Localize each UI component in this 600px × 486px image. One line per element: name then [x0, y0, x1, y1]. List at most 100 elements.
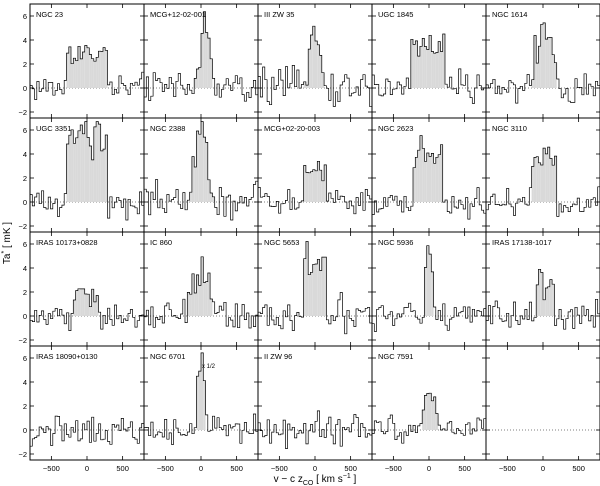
spectrum-step-line: [144, 256, 258, 329]
spectrum-step-line: [258, 241, 372, 335]
line-fill-bar: [87, 47, 90, 88]
y-axis-label: Ta* [ mK ]: [1, 222, 13, 264]
panel-title: II ZW 96: [264, 352, 292, 361]
line-fill-bar: [552, 165, 555, 202]
spectrum-panel: NGC 6701 x 1/2 −500 0 500: [143, 345, 259, 473]
line-fill-bar: [538, 46, 541, 88]
line-fill-bar: [84, 121, 87, 202]
line-fill-bar: [538, 162, 541, 202]
line-fill-bar: [536, 284, 539, 316]
x-axis-label: v − c zCO [ km s−1 ]: [274, 473, 357, 486]
line-fill-bar: [435, 413, 439, 430]
panel-frame: [29, 345, 145, 461]
spectrum-panel: NGC 5936: [371, 231, 487, 347]
y-tick-label: 6: [23, 126, 27, 135]
panel-title: III ZW 35: [264, 10, 294, 19]
panel-title: MCG+12-02-001: [150, 10, 206, 19]
spectrum-panel: IRAS 10173+0828 −2 0 2 4 6: [18, 231, 145, 347]
line-fill-bar: [422, 148, 425, 202]
x-tick-label: 500: [572, 464, 585, 473]
line-fill-bar: [205, 281, 208, 316]
line-fill-bar: [84, 293, 87, 316]
line-fill-bar: [531, 79, 534, 88]
line-fill-bar: [187, 292, 190, 316]
spectrum-panel: NGC 2388: [143, 117, 259, 233]
line-fill-bar: [410, 39, 414, 88]
line-fill-bar: [438, 154, 441, 202]
line-fill-bar: [419, 135, 423, 202]
line-fill-bar: [552, 54, 555, 88]
line-fill-bar: [91, 58, 94, 88]
line-fill-bar: [426, 393, 429, 430]
panel-frame: [29, 231, 145, 347]
panel-frame: [257, 345, 373, 461]
panel-title: MCG+02-20-003: [264, 124, 320, 133]
line-fill-bar: [545, 153, 548, 202]
panel-title: NGC 6701: [150, 352, 185, 361]
line-fill-bar: [549, 37, 553, 88]
spectrum-step-line: [30, 121, 144, 221]
line-fill-bar: [319, 170, 322, 202]
panel-title: NGC 5936: [378, 238, 413, 247]
line-fill-bar: [194, 167, 197, 202]
line-fill-bar: [205, 142, 208, 202]
line-fill-bar: [87, 294, 90, 316]
spectrum-panel: III ZW 35: [257, 3, 373, 119]
line-fill-bar: [198, 371, 201, 430]
x-tick-label: 0: [85, 464, 89, 473]
line-fill-bar: [91, 289, 94, 316]
line-fill-bar: [203, 137, 206, 202]
spectrum-panel: NGC 5653: [257, 231, 373, 347]
line-fill-bar: [96, 295, 99, 316]
line-fill-bar: [71, 63, 74, 88]
line-fill-bar: [203, 380, 206, 430]
y-tick-label: 0: [23, 84, 27, 93]
spectrum-step-line: [144, 352, 258, 445]
x-tick-label: 500: [230, 464, 243, 473]
line-fill-bar: [317, 259, 320, 316]
line-fill-bar: [435, 157, 439, 202]
line-fill-bar: [545, 288, 548, 316]
panel-title: NGC 1614: [492, 10, 527, 19]
line-fill-bar: [315, 41, 318, 88]
line-fill-bar: [201, 256, 204, 316]
line-fill-bar: [319, 270, 322, 316]
scale-note: x 1/2: [202, 364, 216, 370]
line-fill-bar: [73, 143, 76, 202]
line-fill-bar: [91, 159, 94, 202]
y-tick-label: 0: [23, 426, 27, 435]
line-fill-bar: [543, 22, 546, 88]
line-fill-bar: [536, 156, 539, 202]
panel-title: NGC 2388: [150, 124, 185, 133]
line-fill-bar: [303, 258, 306, 316]
line-fill-bar: [68, 135, 72, 202]
line-fill-bar: [324, 257, 327, 316]
line-fill-bar: [429, 254, 432, 316]
line-fill-bar: [422, 38, 425, 88]
line-fill-bar: [196, 131, 199, 202]
line-fill-bar: [305, 85, 309, 88]
spectrum-panel: IC 860: [143, 231, 259, 347]
line-fill-bar: [549, 158, 553, 202]
line-fill-bar: [424, 46, 427, 88]
spectrum-step-line: [30, 45, 144, 100]
line-fill-bar: [554, 156, 557, 202]
line-fill-bar: [75, 137, 78, 202]
spectrum-panel: II ZW 96 −500 0 500: [257, 345, 373, 473]
line-fill-bar: [80, 288, 83, 316]
line-fill-bar: [84, 45, 87, 88]
line-fill-bar: [66, 144, 69, 202]
spectrum-panel: IRAS 18090+0130 −2 0 2 4 6 −500 0 500: [18, 345, 145, 473]
line-fill-bar: [315, 264, 318, 316]
line-fill-bar: [196, 274, 199, 316]
spectrum-panel: NGC 23 −2 0 2 4 6: [18, 3, 145, 119]
line-fill-bar: [210, 58, 213, 88]
panel-title: NGC 5653: [264, 238, 299, 247]
line-fill-bar: [433, 163, 436, 202]
line-fill-bar: [417, 56, 420, 88]
y-tick-label: 6: [23, 240, 27, 249]
line-fill-bar: [96, 121, 99, 202]
line-fill-bar: [440, 144, 443, 202]
line-fill-bar: [540, 165, 543, 202]
line-fill-bar: [317, 44, 320, 88]
